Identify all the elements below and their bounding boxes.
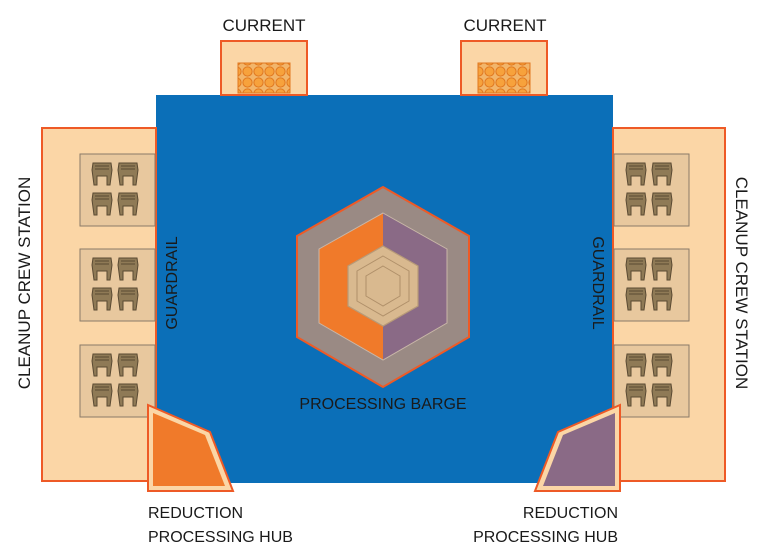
reduction-hub-right [533,403,621,492]
seating-group-left-1 [80,154,155,226]
barge-label: PROCESSING BARGE [299,396,466,413]
seating-group-left-2 [80,249,155,321]
guardrail-label-right: GUARDRAIL [589,236,606,329]
seating-group-right-2 [614,249,689,321]
cleanup-station-right [612,127,726,482]
hub-label-left-line2: PROCESSING HUB [148,529,293,546]
hub-label-right-line2: PROCESSING HUB [473,529,618,546]
cleanup-station-left [41,127,157,482]
hub-label-right-line1: REDUCTION [523,505,618,522]
seating-group-right-1 [614,154,689,226]
station-label-left: CLEANUP CREW STATION [15,177,34,390]
seating-group-left-3 [80,345,155,417]
guardrail-label-left: GUARDRAIL [164,236,181,329]
current-box-right [460,40,548,96]
reduction-hub-left [147,403,235,492]
current-box-left [220,40,308,96]
current-label-left: CURRENT [222,16,305,35]
seating-group-right-3 [614,345,689,417]
current-label-right: CURRENT [463,16,546,35]
hub-label-left-line1: REDUCTION [148,505,243,522]
processing-hexagon [296,185,470,389]
station-label-right: CLEANUP CREW STATION [732,177,751,390]
